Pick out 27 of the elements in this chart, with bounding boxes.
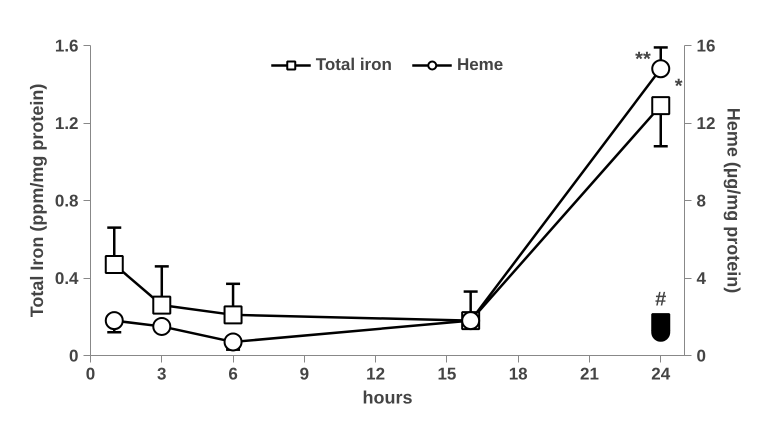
y2-axis-title: Heme (µg/mg protein) xyxy=(723,108,744,294)
y-tick-label: 0.8 xyxy=(54,192,79,210)
legend-label: Total iron xyxy=(316,55,392,75)
x-tick-label: 6 xyxy=(228,364,238,384)
x-tick-label: 3 xyxy=(157,364,167,384)
x-tick-label: 21 xyxy=(580,364,599,384)
x-tick-label: 12 xyxy=(366,364,386,384)
y-axis-title: Total Iron (ppm/mg protein) xyxy=(26,84,47,318)
x-axis-title: hours xyxy=(362,388,413,408)
y-tick-label: 0 xyxy=(69,346,79,366)
x-tick-label: 0 xyxy=(86,364,96,384)
annotation: ** xyxy=(635,48,651,70)
x-tick-label: 9 xyxy=(300,364,310,384)
y2-tick-label: 16 xyxy=(696,36,716,56)
y2-tick-label: 8 xyxy=(696,192,706,210)
x-tick-label: 15 xyxy=(437,364,456,384)
y2-tick-label: 0 xyxy=(696,346,706,366)
annotation: # xyxy=(655,288,666,311)
y-tick-label: 1.6 xyxy=(54,36,79,56)
x-tick-label: 24 xyxy=(651,364,671,384)
y-tick-label: 1.2 xyxy=(54,114,79,133)
legend-label: Heme xyxy=(456,55,504,75)
annotation: * xyxy=(674,76,683,98)
y2-tick-label: 12 xyxy=(696,114,716,133)
y-tick-label: 0.4 xyxy=(54,269,80,288)
x-tick-label: 18 xyxy=(508,364,528,384)
y2-tick-label: 4 xyxy=(696,269,706,288)
